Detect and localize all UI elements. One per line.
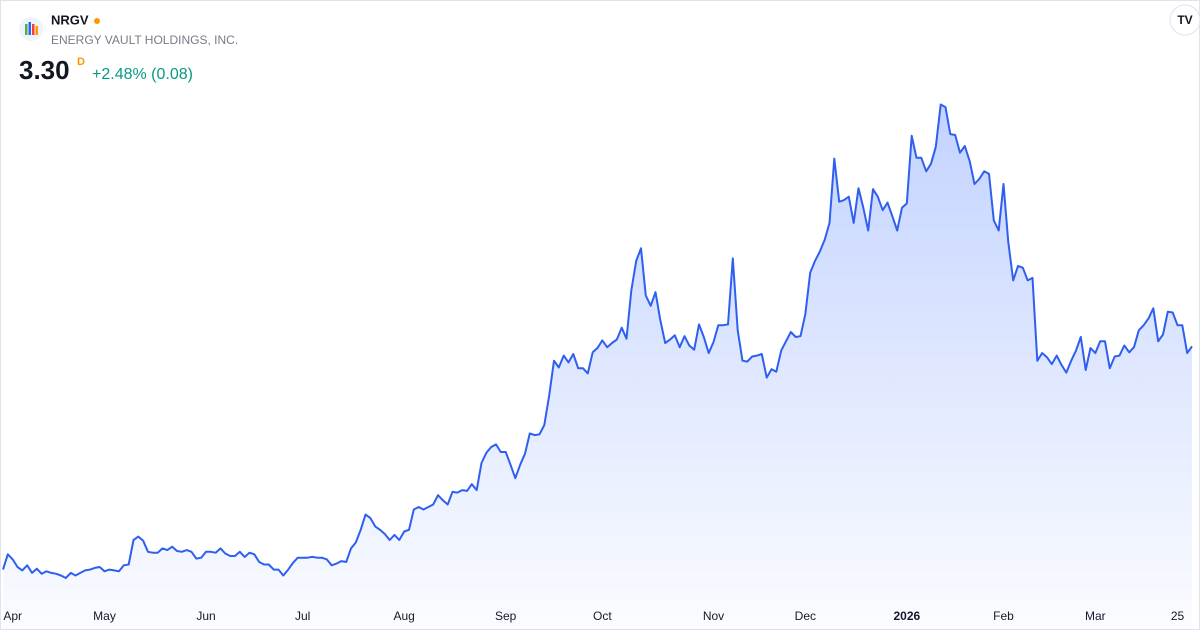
logo-bar [32, 24, 35, 35]
tv-logo[interactable] [1169, 4, 1200, 36]
logo-bar [28, 22, 31, 35]
company-name: ENERGY VAULT HOLDINGS, INC. [51, 33, 238, 47]
price-flag: D [77, 56, 85, 68]
price-line [2, 103, 1193, 579]
symbol: NRGV [51, 12, 89, 27]
status-dot [94, 18, 100, 24]
price: 3.30 [19, 55, 70, 85]
tv-logo-text: TV [1177, 13, 1192, 27]
price-change: +2.48% (0.08) [92, 66, 193, 83]
logo-bar [25, 24, 28, 35]
area-fill [3, 104, 1192, 630]
plot: AprMayJunJulAugSepOctNovDec2026FebMar25 [2, 103, 1193, 630]
logo-bar [35, 26, 38, 35]
